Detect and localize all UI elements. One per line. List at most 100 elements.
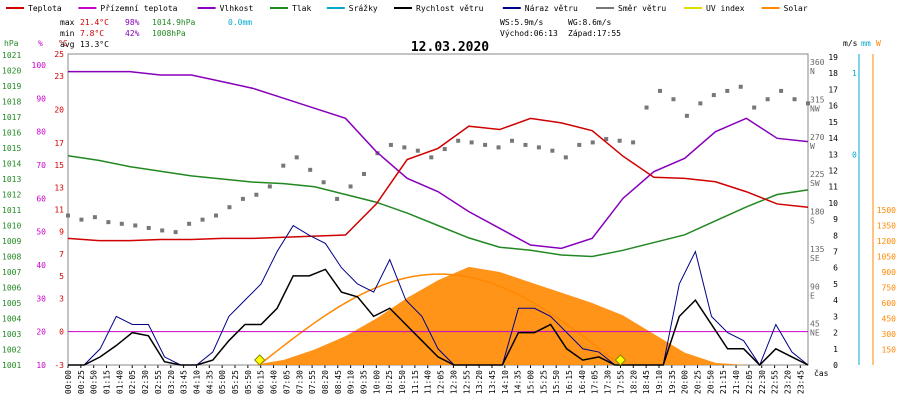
direction-letter-1: E: [810, 291, 815, 300]
x-tick-label-29: 12:05: [437, 370, 446, 394]
humidity-tick-3: 40: [36, 261, 46, 270]
wind-tick-15: 15: [828, 118, 838, 127]
wind-direction-point-6: [146, 225, 151, 230]
wind-tick-16: 16: [828, 102, 838, 111]
wind-direction-point-24: [388, 142, 393, 147]
sun-markers: [253, 354, 627, 366]
x-tick-label-21: 08:45: [334, 370, 343, 394]
stat-avg-label: avg: [60, 40, 75, 49]
wind-speed-line: [68, 268, 809, 367]
x-tick-label-49: 20:25: [694, 370, 703, 394]
wind-tick-12: 12: [828, 166, 838, 175]
wind-tick-9: 9: [833, 215, 838, 224]
x-tick-label-41: 17:05: [591, 370, 600, 394]
line-series: [67, 70, 809, 367]
wind-tick-11: 11: [828, 183, 838, 192]
rain-tick-0: 0: [852, 150, 857, 159]
wind-tick-1: 1: [833, 345, 838, 354]
x-tick-label-44: 18:20: [629, 370, 638, 394]
pressure-tick-11: 1012: [2, 191, 21, 200]
legend-label-7: Směr větru: [618, 4, 666, 13]
wind-direction-point-12: [227, 205, 232, 210]
x-tick-label-52: 21:40: [732, 370, 741, 394]
stat-min-humidity: 42%: [125, 29, 140, 38]
humidity-tick-9: 100: [32, 61, 47, 70]
pressure-tick-19: 1020: [2, 67, 21, 76]
wind-tick-13: 13: [828, 150, 838, 159]
x-tick-label-28: 11:40: [424, 370, 433, 394]
x-tick-label-9: 03:45: [180, 370, 189, 394]
stats-panel: max 21.4°C 98% 1014.9hPa 0.0mm min 7.8°C…: [60, 18, 621, 49]
humidity-tick-2: 30: [36, 294, 46, 303]
x-tick-label-15: 06:15: [257, 370, 266, 394]
wind-direction-point-16: [281, 163, 286, 168]
x-tick-label-10: 04:10: [192, 370, 201, 394]
x-tick-label-47: 19:35: [668, 370, 677, 394]
pressure-line: [67, 155, 809, 258]
legend-label-8: UV index: [706, 4, 745, 13]
wind-direction-point-28: [442, 147, 447, 152]
solar-series: [68, 266, 808, 366]
wind-tick-19: 19: [828, 53, 838, 62]
x-tick-label-22: 09:10: [347, 370, 356, 394]
direction-letter-2: SE: [810, 254, 820, 263]
humidity-tick-6: 70: [36, 161, 46, 170]
sunset-marker: [614, 354, 627, 366]
direction-tick-3: 180: [810, 208, 825, 217]
wind-tick-5: 5: [833, 280, 838, 289]
solar-area: [68, 266, 808, 365]
wind-direction-point-43: [644, 105, 649, 110]
x-tick-label-39: 16:15: [565, 370, 574, 394]
temp-tick-12: 25: [54, 50, 64, 59]
humidity-tick-0: 10: [36, 361, 46, 370]
x-tick-label-48: 20:00: [681, 370, 690, 394]
stat-max-humidity: 98%: [125, 18, 140, 27]
stat-sunrise: Východ:06:13: [500, 29, 558, 38]
plot-area: [66, 53, 810, 367]
temp-tick-10: 20: [54, 106, 64, 115]
pressure-tick-8: 1009: [2, 237, 21, 246]
wind-direction-point-14: [254, 192, 259, 197]
solar-tick-1: 300: [882, 330, 897, 339]
x-tick-label-51: 21:15: [719, 370, 728, 394]
wind-direction-point-45: [671, 97, 676, 102]
solar-tick-0: 150: [882, 346, 897, 355]
direction-tick-1: 90: [810, 282, 820, 291]
humidity-unit: %: [38, 39, 43, 48]
x-tick-label-5: 02:05: [128, 370, 137, 394]
wind-direction-point-53: [779, 88, 784, 93]
sunrise-marker: [253, 354, 266, 366]
rain-unit: mm: [861, 39, 871, 48]
stat-min-temp: 7.8°C: [80, 29, 104, 38]
x-tick-label-3: 01:15: [103, 370, 112, 394]
wind-tick-6: 6: [833, 264, 838, 273]
temp-tick-4: 7: [59, 250, 64, 259]
wind-direction-point-9: [187, 221, 192, 226]
x-tick-label-24: 10:00: [372, 370, 381, 394]
wind-direction-point-37: [563, 155, 568, 160]
x-axis: 00:00 00:25 00:50 01:15 01:40 02:05 02:30 02:55…: [64, 365, 805, 394]
wind-direction-point-41: [617, 138, 622, 143]
legend-label-5: Rychlost větru: [416, 4, 484, 13]
wind-direction-point-48: [711, 93, 716, 98]
legend-label-1: Přízemní teplota: [100, 4, 177, 13]
direction-letter-0: NE: [810, 329, 820, 338]
wind-direction-point-27: [429, 155, 434, 160]
stat-avg-temp: 13.3°C: [80, 40, 109, 49]
humidity-tick-4: 50: [36, 228, 46, 237]
x-tick-label-57: 23:45: [796, 370, 805, 394]
wind-direction-point-8: [173, 230, 178, 235]
legend-label-4: Srážky: [349, 4, 378, 13]
wind-direction-point-52: [765, 97, 770, 102]
temp-tick-5: 9: [59, 228, 64, 237]
temp-tick-3: 5: [59, 272, 64, 281]
x-tick-label-0: 00:00: [64, 370, 73, 394]
wind-tick-10: 10: [828, 199, 838, 208]
wind-direction-point-4: [119, 221, 124, 226]
wind-direction-point-3: [106, 220, 111, 225]
direction-tick-5: 270: [810, 133, 825, 142]
x-tick-label-20: 08:20: [321, 370, 330, 394]
direction-letter-7: N: [810, 67, 815, 76]
pressure-tick-6: 1007: [2, 268, 21, 277]
x-tick-label-31: 12:55: [462, 370, 471, 394]
